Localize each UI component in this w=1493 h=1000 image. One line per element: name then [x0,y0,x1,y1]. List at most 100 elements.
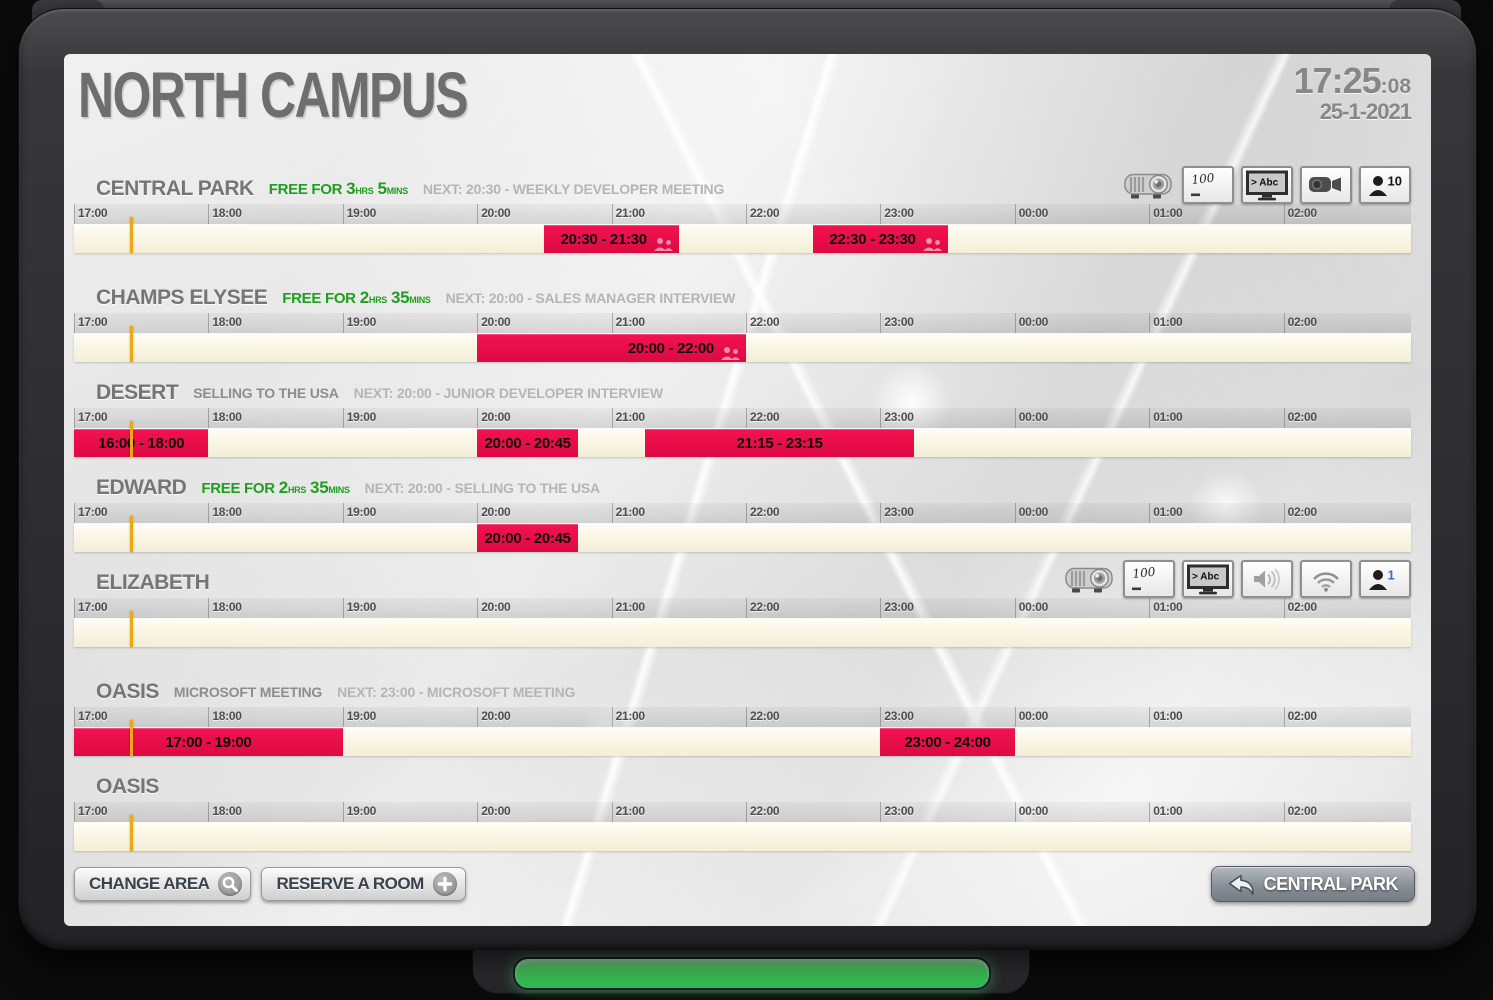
current-time-indicator [130,516,133,552]
page-title: NORTH CAMPUS [78,59,469,131]
room-shortcut-button[interactable]: CENTRAL PARK [1210,866,1415,902]
timeline-strip[interactable]: 20:30 - 21:30 22:30 - 23:30 [74,217,1411,253]
status-led [513,957,991,990]
timeline-hours: 17:00 18:00 19:00 20:00 21:00 22:00 23:00 00:00… [74,313,1411,334]
booking-time-label: 16:00 - 18:00 [98,434,185,452]
hour-label: 01:00 [1153,206,1183,220]
booking[interactable]: 23:00 - 24:00 [880,728,1015,756]
hour-label: 21:00 [615,206,646,220]
hour-label: 21:00 [615,505,646,519]
booking[interactable]: 22:30 - 23:30 [813,225,948,253]
room-current-meeting: SELLING TO THE USA [193,385,339,401]
hour-tick [880,313,882,333]
hour-label: 23:00 [884,709,914,723]
booking[interactable]: 16:00 - 18:00 [74,429,209,457]
booking[interactable]: 20:00 - 22:00 [477,334,746,362]
clock-seconds: :08 [1380,75,1411,98]
timeline-strip[interactable] [74,815,1411,851]
hour-tick [1014,313,1016,333]
room-header: DESERT SELLING TO THE USA NEXT: 20:00 - JU… [74,378,1411,408]
room-row[interactable]: CHAMPS ELYSEE FREE FOR 2HRS 35MINS NEXT: 20:… [74,283,1411,362]
hour-label: 17:00 [78,410,108,424]
hour-label: 19:00 [346,505,377,519]
hour-tick [611,802,613,822]
room-row[interactable]: ELIZABETH 100 > Abc 1 17:00 18:00 19:00 20:00 21… [74,560,1411,647]
hour-tick [880,598,882,618]
hour-label: 18:00 [212,600,242,614]
hour-tick [746,408,747,428]
reserve-room-label: RESERVE A ROOM [276,874,424,893]
attendees-icon [653,237,675,252]
hour-label: 19:00 [346,709,377,723]
change-area-button[interactable]: CHANGE AREA [74,867,252,901]
room-row[interactable]: OASIS 17:00 18:00 19:00 20:00 21:00 22:00 23:00… [74,772,1411,851]
hour-tick [208,313,210,333]
capacity-icon: 1 [1359,560,1411,598]
hour-label: 19:00 [346,315,377,329]
room-next-meeting: NEXT: 20:00 - SELLING TO THE USA [364,480,600,496]
hour-label: 18:00 [212,206,242,220]
hour-tick [880,503,882,523]
room-row[interactable]: EDWARD FREE FOR 2HRS 35MINS NEXT: 20:00 - SE… [74,473,1411,552]
room-next-meeting: NEXT: 20:00 - JUNIOR DEVELOPER INTERVIEW [353,385,663,401]
reserve-room-button[interactable]: RESERVE A ROOM [261,867,466,901]
hour-tick [880,408,882,428]
attendees-icon [922,237,944,252]
booking[interactable]: 20:00 - 20:45 [477,524,578,552]
booking-time-label: 17:00 - 19:00 [165,733,252,751]
whiteboard-icon: 100 [1123,560,1175,598]
booking[interactable]: 17:00 - 19:00 [74,728,343,756]
room-header: EDWARD FREE FOR 2HRS 35MINS NEXT: 20:00 - SE… [74,473,1411,503]
hour-label: 23:00 [884,410,914,424]
timeline-strip[interactable]: 16:00 - 18:00 20:00 - 20:45 21:15 - 23:15 [74,421,1411,457]
booking[interactable]: 20:30 - 21:30 [544,225,679,253]
hour-tick [611,204,613,224]
hour-tick [342,503,344,523]
timeline-strip[interactable]: 20:00 - 22:00 [74,326,1411,362]
hour-label: 17:00 [78,505,108,519]
hour-label: 21:00 [615,804,646,818]
hour-label: 20:00 [481,410,511,424]
current-time-indicator [130,217,133,253]
hour-label: 22:00 [750,709,780,723]
booking-time-label: 20:00 - 20:45 [484,529,571,547]
hour-tick [342,707,344,727]
room-list: CENTRAL PARK FREE FOR 3HRS 5MINS NEXT: 20:30… [74,166,1411,867]
hour-tick [208,707,210,727]
hour-tick [746,204,747,224]
hour-label: 17:00 [78,206,108,220]
timeline-strip[interactable] [74,611,1411,647]
whiteboard-icon: 100 [1182,166,1234,204]
hour-label: 20:00 [481,600,511,614]
hour-label: 20:00 [481,505,511,519]
hour-label: 19:00 [346,804,377,818]
timeline-strip[interactable]: 20:00 - 20:45 [74,516,1411,552]
search-icon [218,872,243,896]
hour-label: 02:00 [1287,804,1318,818]
room-row[interactable]: OASIS MICROSOFT MEETING NEXT: 23:00 - MICR… [74,677,1411,756]
room-header: OASIS [74,772,1411,802]
hour-tick [74,313,75,333]
hour-tick [611,313,613,333]
booking-time-label: 23:00 - 24:00 [904,733,991,751]
hour-tick [611,503,613,523]
room-row[interactable]: CENTRAL PARK FREE FOR 3HRS 5MINS NEXT: 20:30… [74,166,1411,253]
hour-tick [74,408,75,428]
timeline-strip[interactable]: 17:00 - 19:00 23:00 - 24:00 [74,720,1411,756]
room-header: ELIZABETH 100 > Abc 1 [74,560,1411,598]
room-row[interactable]: DESERT SELLING TO THE USA NEXT: 20:00 - JU… [74,378,1411,457]
booking-time-label: 20:30 - 21:30 [560,230,647,248]
hour-tick [208,802,210,822]
hour-tick [74,598,75,618]
booking[interactable]: 20:00 - 20:45 [477,429,578,457]
booking[interactable]: 21:15 - 23:15 [645,429,914,457]
amenities: 100 > Abc 10 [1121,166,1411,204]
amenities: 100 > Abc 1 [1062,560,1411,598]
back-arrow-icon [1222,871,1256,897]
room-name: CENTRAL PARK [96,177,254,200]
room-name: OASIS [96,680,159,703]
hour-label: 18:00 [212,410,242,424]
svg-text:10: 10 [1388,174,1402,189]
timeline-hours: 17:00 18:00 19:00 20:00 21:00 22:00 23:00 00:00… [74,503,1411,524]
current-time-indicator [130,815,133,851]
